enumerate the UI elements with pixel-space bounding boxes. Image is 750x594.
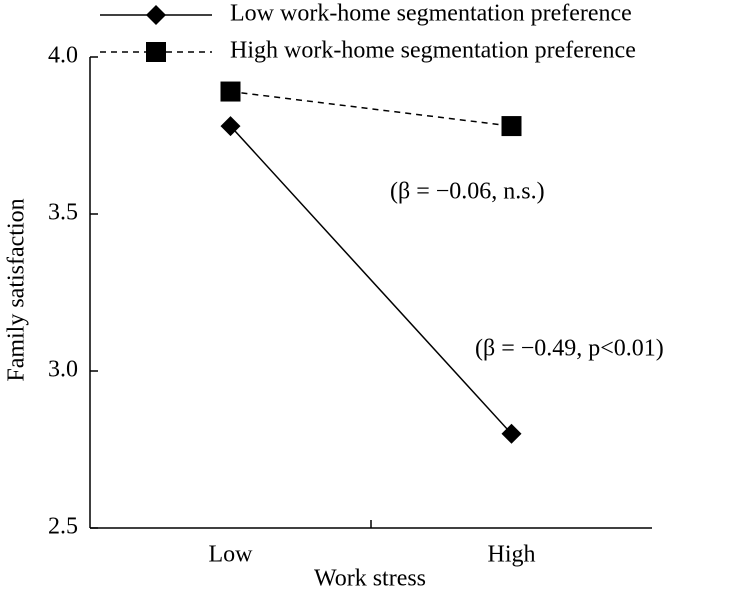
annotation: (β = −0.49, p<0.01) [475, 336, 664, 362]
legend-label: Low work-home segmentation preference [230, 1, 632, 27]
data-point [501, 116, 522, 137]
data-point [220, 116, 241, 137]
legend-marker [146, 5, 166, 25]
data-point [501, 423, 522, 444]
series-line [230, 90, 512, 127]
series-line [229, 125, 513, 435]
data-point [220, 81, 241, 102]
x-tick-label: High [488, 542, 536, 568]
x-axis-label: Work stress [314, 566, 426, 592]
y-tick-label: 3.5 [48, 200, 78, 226]
y-axis-label: Family satisfaction [4, 198, 30, 381]
annotation: (β = −0.06, n.s.) [390, 179, 545, 205]
legend-marker [146, 42, 166, 62]
legend-label: High work-home segmentation preference [230, 38, 636, 64]
y-tick-label: 3.0 [48, 357, 78, 383]
x-tick-label: Low [209, 542, 254, 568]
y-tick-label: 2.5 [48, 514, 78, 540]
y-tick-label: 4.0 [48, 43, 78, 69]
